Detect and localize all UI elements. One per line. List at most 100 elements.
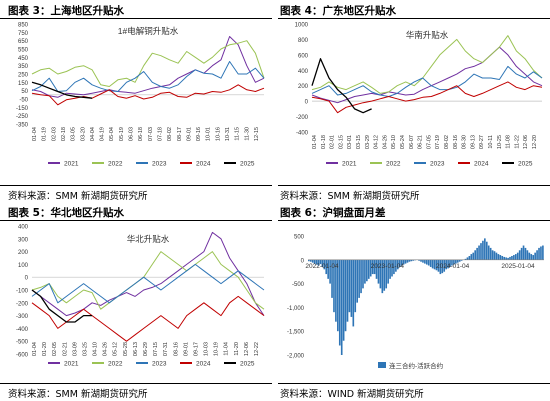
bar [426, 259, 428, 265]
x-tick-label: 02-18 [61, 127, 67, 141]
x-tick-label: 02-05 [52, 342, 58, 356]
bar [526, 250, 529, 260]
bar [366, 259, 368, 282]
y-tick-label: -400 [16, 327, 29, 333]
legend-label-2025: 2025 [240, 361, 255, 368]
bar [381, 259, 384, 294]
y-tick-label: 100 [18, 263, 29, 269]
panel-title: 图表 4：广东地区升贴水 [280, 5, 396, 17]
bar [424, 259, 426, 264]
y-tick-label: 550 [18, 48, 29, 54]
x-tick-label: 03-25 [82, 342, 88, 356]
bar [356, 259, 358, 303]
x-tick-label: 2022-01-04 [305, 263, 339, 270]
bar [443, 259, 446, 272]
bar [420, 259, 422, 262]
bar [516, 252, 519, 260]
y-tick-label: 350 [18, 64, 29, 70]
x-tick-label: 01-04 [32, 342, 38, 356]
y-tick-label: 800 [298, 38, 309, 44]
legend-label-2024: 2024 [474, 161, 489, 168]
source-rule [278, 383, 550, 384]
legend-label-2023: 2023 [430, 161, 445, 168]
bar [538, 247, 540, 260]
x-tick-label: 02-21 [62, 342, 68, 356]
y-tick-label: 300 [18, 237, 29, 243]
bar [536, 250, 538, 260]
x-tick-label: 02-03 [51, 127, 57, 141]
x-tick-label: 12-06 [523, 135, 529, 149]
x-tick-label: 03-15 [356, 135, 362, 149]
y-tick-label: 400 [298, 69, 309, 75]
bar [491, 250, 494, 260]
x-tick-label: 07-19 [435, 135, 441, 149]
bar [327, 259, 329, 279]
bar [474, 250, 476, 260]
y-tick-label: -50 [19, 98, 28, 104]
bar [325, 259, 328, 275]
bar [358, 259, 360, 298]
bar [418, 259, 420, 261]
x-tick-label: 08-16 [173, 342, 179, 356]
legend-label: 连三合约-活跃合约 [389, 361, 443, 370]
panel-month-spread: 图表 6：沪铜盘面月差 -2,000 -1,500 -1,000 -500 0 500 20… [278, 202, 550, 401]
y-tick-label: -400 [296, 131, 309, 137]
bar [344, 259, 347, 332]
x-tick-label: 07-18 [157, 127, 163, 141]
bar [451, 259, 453, 266]
legend-label-2025: 2025 [240, 161, 255, 168]
title-rule [278, 220, 550, 221]
source-text: 资料来源：SMM 新湖期货研究所 [280, 191, 420, 202]
x-tick-label: 09-01 [186, 127, 192, 141]
x-tick-label: 08-02 [444, 135, 450, 149]
x-tick-label: 06-29 [143, 342, 149, 356]
x-tick-label: 01-20 [42, 342, 48, 356]
bar [389, 259, 391, 279]
x-tick-label: 10-25 [497, 135, 503, 149]
legend-label-2022: 2022 [108, 361, 123, 368]
x-tick-label: 06-21 [418, 135, 424, 149]
x-tick-label: 03-20 [80, 127, 86, 141]
y-tick-label: 250 [18, 73, 29, 79]
chart-title: 华北升贴水 [127, 234, 170, 244]
bar [377, 259, 380, 284]
bar [478, 245, 480, 260]
bar [534, 252, 536, 260]
bar [429, 259, 432, 267]
legend-label-2021: 2021 [64, 161, 79, 168]
x-tick-label: 04-26 [382, 135, 388, 149]
bar [464, 258, 467, 260]
bar [406, 259, 409, 263]
bar [513, 255, 515, 260]
x-tick-label: 10-11 [488, 135, 494, 149]
bar [472, 252, 475, 260]
source-rule [0, 383, 272, 384]
x-tick-label: 03-29 [365, 135, 371, 149]
x-tick-label: 06-13 [133, 342, 139, 356]
legend-label-2023: 2023 [152, 361, 167, 368]
bar [507, 257, 509, 260]
bar [308, 259, 310, 262]
legend-label-2024: 2024 [196, 161, 211, 168]
y-tick-label: 400 [18, 225, 29, 231]
bar [367, 259, 370, 279]
x-tick-label: 05-12 [113, 342, 119, 356]
bar [412, 259, 415, 261]
y-tick-label: -150 [16, 106, 29, 112]
bar [485, 241, 488, 260]
x-tick-label: 12-06 [244, 342, 250, 356]
series-line-2024 [31, 295, 265, 342]
source-text: 资料来源：WIND 新湖期货研究所 [280, 389, 424, 400]
x-tick-label: 06-03 [129, 127, 135, 141]
x-tick-label: 12-22 [254, 342, 260, 356]
x-tick-label: 10-31 [225, 127, 231, 141]
bar [335, 259, 337, 322]
y-tick-label: 200 [18, 250, 29, 256]
bar [431, 259, 434, 269]
series-line-2025 [31, 81, 93, 99]
source-text: 资料来源：SMM 新湖期货研究所 [8, 389, 148, 400]
y-tick-label: -300 [16, 314, 29, 320]
series-line-2023 [31, 61, 265, 92]
x-tick-label: 07-03 [148, 127, 154, 141]
y-tick-label: -100 [16, 289, 29, 295]
